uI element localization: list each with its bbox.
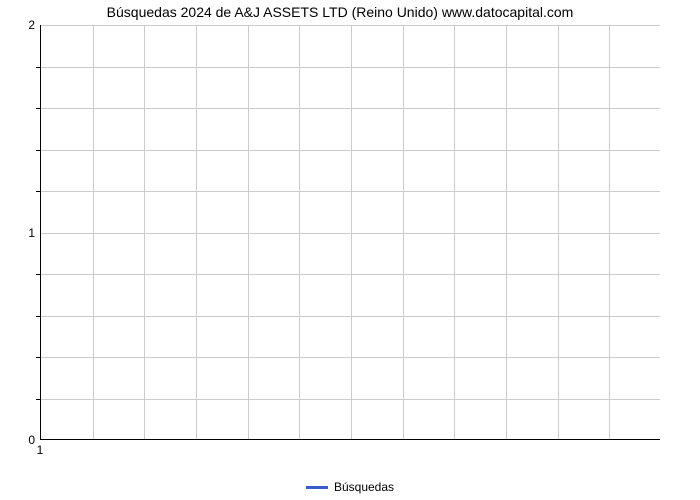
- y-tick-label: 2: [28, 18, 35, 32]
- legend-swatch: [306, 486, 328, 489]
- legend: Búsquedas: [0, 480, 700, 494]
- y-tick-minor: [36, 191, 40, 192]
- chart-title: Búsquedas 2024 de A&J ASSETS LTD (Reino …: [0, 4, 680, 20]
- gridline-v: [351, 25, 352, 439]
- y-tick-minor: [36, 399, 40, 400]
- legend-label: Búsquedas: [334, 480, 394, 494]
- gridline-v: [93, 25, 94, 439]
- plot-area: [40, 25, 660, 440]
- y-tick-label: 1: [28, 226, 35, 240]
- y-tick-minor: [36, 316, 40, 317]
- gridline-v: [248, 25, 249, 439]
- gridline-v: [609, 25, 610, 439]
- gridline-v: [299, 25, 300, 439]
- gridline-v: [558, 25, 559, 439]
- y-tick-minor: [36, 274, 40, 275]
- y-tick-label: 0: [28, 433, 35, 447]
- gridline-v: [506, 25, 507, 439]
- gridline-v: [403, 25, 404, 439]
- gridline-v: [144, 25, 145, 439]
- gridline-v: [454, 25, 455, 439]
- y-tick-minor: [36, 357, 40, 358]
- y-tick-minor: [36, 150, 40, 151]
- y-tick-minor: [36, 67, 40, 68]
- y-tick-minor: [36, 108, 40, 109]
- gridline-v: [196, 25, 197, 439]
- x-tick-label: 1: [37, 443, 44, 457]
